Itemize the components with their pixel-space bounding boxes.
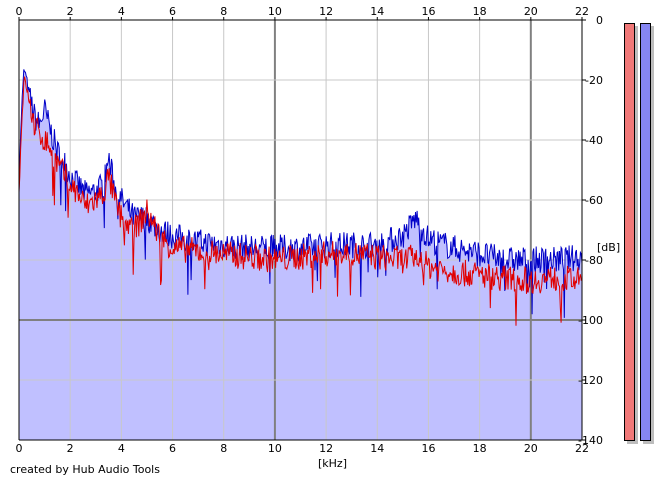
x-tick-label-bottom: 12: [319, 442, 333, 455]
x-tick-label-bottom: 10: [268, 442, 282, 455]
y-axis-label: [dB]: [597, 241, 621, 254]
x-tick-label-bottom: 16: [421, 442, 435, 455]
x-tick-label-top: 10: [268, 5, 282, 18]
x-tick-label-bottom: 8: [220, 442, 227, 455]
left-channel-meter: [624, 23, 635, 441]
x-tick-label-top: 14: [370, 5, 384, 18]
x-tick-label-top: 18: [473, 5, 487, 18]
x-tick-label-top: 8: [220, 5, 227, 18]
x-tick-label-bottom: 2: [67, 442, 74, 455]
y-tick-label: -60: [585, 194, 603, 207]
x-tick-label-top: 22: [575, 5, 589, 18]
x-tick-label-bottom: 20: [524, 442, 538, 455]
spectrum-area: [19, 69, 582, 441]
spectrum-fill-layer: [19, 69, 582, 441]
x-tick-label-bottom: 22: [575, 442, 589, 455]
y-tick-label: -140: [578, 434, 603, 447]
x-tick-label-bottom: 6: [169, 442, 176, 455]
axis-layer: [18, 19, 583, 441]
series-layer: [18, 69, 583, 326]
tick-label-layer: 002244668810101212141416161818202022220-…: [16, 5, 604, 455]
x-tick-label-top: 20: [524, 5, 538, 18]
series-line-left-channel: [18, 76, 583, 326]
y-tick-label: -40: [585, 134, 603, 147]
x-tick-label-bottom: 0: [16, 442, 23, 455]
y-tick-label: -100: [578, 314, 603, 327]
right-channel-meter: [640, 23, 651, 441]
credit-text: created by Hub Audio Tools: [10, 463, 160, 476]
x-tick-label-bottom: 14: [370, 442, 384, 455]
x-axis-label: [kHz]: [318, 457, 347, 470]
x-tick-label-top: 2: [67, 5, 74, 18]
x-tick-label-bottom: 4: [118, 442, 125, 455]
x-tick-label-top: 0: [16, 5, 23, 18]
y-tick-label: -80: [585, 254, 603, 267]
x-tick-label-top: 16: [421, 5, 435, 18]
y-tick-label: -120: [578, 374, 603, 387]
x-tick-label-top: 4: [118, 5, 125, 18]
y-tick-label: -20: [585, 74, 603, 87]
y-tick-label: 0: [596, 14, 603, 27]
x-tick-label-top: 6: [169, 5, 176, 18]
x-tick-label-top: 12: [319, 5, 333, 18]
x-tick-label-bottom: 18: [473, 442, 487, 455]
